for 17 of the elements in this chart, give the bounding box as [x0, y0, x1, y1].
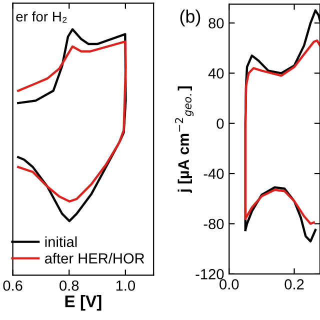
y-tick-label: 40: [208, 68, 224, 79]
legend-label: initial: [45, 236, 77, 248]
text: (b): [180, 10, 200, 26]
x-tick-label: 0.8: [60, 280, 79, 291]
y-tick-label: 80: [208, 18, 224, 28]
y-tick-label: 0: [216, 118, 224, 129]
x-tick-label: 0.2: [284, 279, 304, 290]
x-tick-label: 0.6: [3, 280, 22, 291]
legend-label: after HER/HOR: [44, 252, 144, 264]
y-tick-label: -120: [196, 269, 224, 280]
x-axis-title: E [V]: [65, 295, 102, 311]
y-tick-label: -40: [204, 168, 224, 179]
y-axis-title: j [µA cm$^{−2}$$_{geo.}$]: [175, 86, 194, 193]
x-tick-label: 1.0: [116, 280, 136, 291]
x-tick-label: 0.0: [220, 279, 239, 290]
y-tick-label: -80: [204, 218, 224, 230]
text: er for H₂: [16, 11, 67, 23]
